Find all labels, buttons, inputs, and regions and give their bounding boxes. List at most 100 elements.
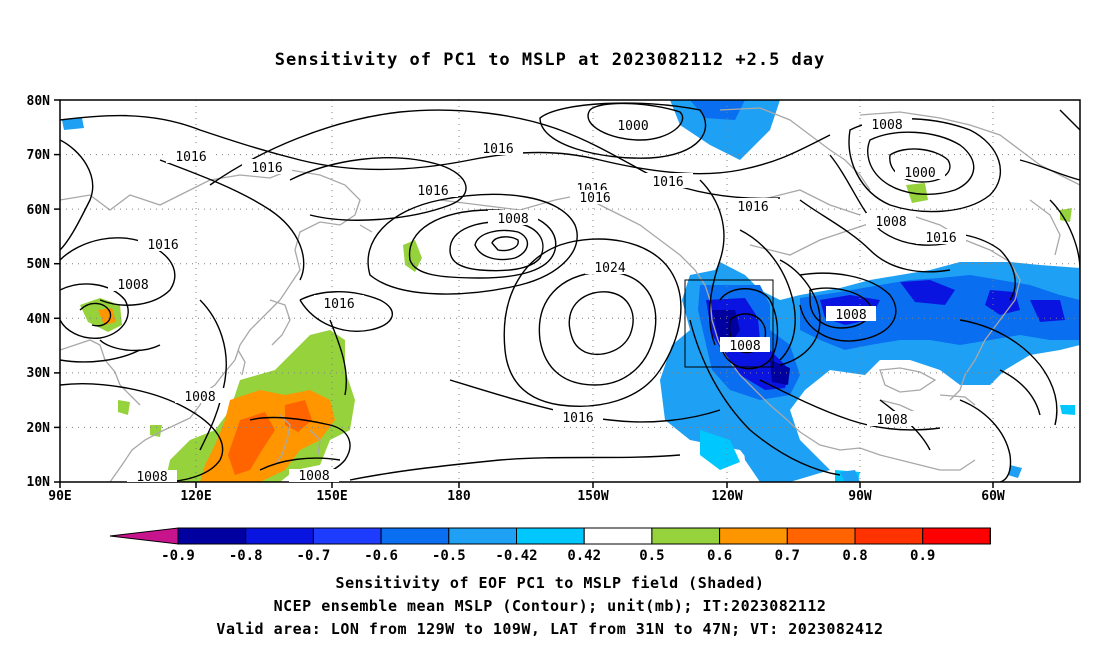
contour-label: 1016: [553, 409, 603, 426]
valid-area-box: [684, 279, 774, 368]
contour-label: 1008: [826, 306, 876, 323]
svg-text:1008: 1008: [835, 308, 866, 323]
colorbar-swatch: [583, 527, 653, 545]
colorbar-label: -0.5: [432, 548, 466, 564]
colorbar-swatch: [245, 527, 314, 545]
colorbar-label: -0.6: [364, 548, 398, 564]
colorbar-swatch: [854, 527, 924, 545]
lon-label-180: 180: [447, 489, 471, 504]
lon-label-150w: 150W: [577, 489, 608, 504]
colorbar: -0.9 -0.8 -0.7 -0.6 -0.5 -0.42 0.42 0.5 0.6 0.7 0.…: [109, 527, 991, 564]
svg-text:1016: 1016: [147, 238, 178, 253]
colorbar-label: 0.8: [842, 548, 867, 564]
contour-label: 1008: [866, 213, 916, 230]
contour-label: 1008: [136, 470, 167, 485]
svg-text:1016: 1016: [579, 191, 610, 206]
colorbar-swatch: [448, 527, 517, 545]
lat-labels: 80N 70N 60N 50N 40N 30N 20N 10N: [27, 94, 51, 490]
svg-text:1000: 1000: [904, 166, 935, 181]
colorbar-label: -0.8: [229, 548, 263, 564]
colorbar-label: -0.9: [161, 548, 195, 564]
axis-ticks: [54, 99, 994, 488]
colorbar-label: 0.42: [567, 548, 601, 564]
lat-label-20n: 20N: [27, 421, 51, 436]
lat-label-30n: 30N: [27, 366, 51, 381]
lon-label-60w: 60W: [981, 489, 1005, 504]
lat-label-10n: 10N: [27, 475, 51, 490]
svg-text:1016: 1016: [323, 297, 354, 312]
svg-text:1008: 1008: [117, 278, 148, 293]
contour-label: 1008: [720, 337, 770, 354]
contour-label: 1008: [108, 276, 158, 293]
lon-labels: 90E 120E 150E 180 150W 120W 90W 60W: [48, 489, 1005, 504]
contour-label: 1016: [138, 236, 188, 253]
contour-label: 1016: [570, 190, 620, 206]
lat-label-40n: 40N: [27, 312, 51, 327]
lon-label-90e: 90E: [48, 489, 71, 504]
contour-label: 1024: [585, 259, 635, 276]
svg-text:1016: 1016: [251, 161, 282, 176]
map-frame: [59, 99, 1081, 483]
contour-label: 1000: [895, 164, 945, 181]
contour-label: 1016: [473, 140, 523, 157]
colorbar-swatch: [380, 527, 450, 545]
colorbar-swatch: [312, 527, 382, 545]
colorbar-label: -0.7: [297, 548, 331, 564]
svg-text:1008: 1008: [876, 413, 907, 428]
contour-label: 1016: [166, 148, 216, 165]
colorbar-swatch: [719, 527, 788, 545]
svg-text:1008: 1008: [871, 118, 902, 133]
contour-label: 1016: [314, 295, 364, 312]
colorbar-label: -0.42: [495, 548, 537, 564]
caption-line-1: Sensitivity of EOF PC1 to MSLP field (Sh…: [335, 574, 765, 592]
lat-label-80n: 80N: [27, 94, 51, 109]
lon-label-150e: 150E: [316, 489, 347, 504]
contour-label: 1008: [289, 469, 339, 484]
svg-text:1008: 1008: [729, 339, 760, 354]
svg-text:1016: 1016: [482, 142, 513, 157]
svg-text:1016: 1016: [652, 175, 683, 190]
colorbar-label: 0.7: [775, 548, 800, 564]
lat-label-70n: 70N: [27, 148, 51, 163]
lat-label-60n: 60N: [27, 203, 51, 218]
colorbar-label: 0.9: [910, 548, 935, 564]
contour-label: 1016: [242, 159, 292, 176]
contour-label: 1008: [867, 411, 917, 428]
colorbar-swatch: [516, 527, 585, 545]
contour-label: 1016: [643, 173, 693, 190]
svg-text:1016: 1016: [925, 231, 956, 246]
svg-text:1016: 1016: [175, 150, 206, 165]
svg-text:1008: 1008: [184, 390, 215, 405]
lon-label-120e: 120E: [180, 489, 211, 504]
colorbar-swatch: [651, 527, 721, 545]
contour-label-edge: 1008: [127, 470, 177, 485]
lon-label-90w: 90W: [848, 489, 872, 504]
contour-label: 1016: [916, 229, 966, 246]
svg-text:1016: 1016: [737, 200, 768, 215]
colorbar-label: 0.6: [707, 548, 732, 564]
map-title: Sensitivity of PC1 to MSLP at 2023082112…: [274, 50, 826, 70]
svg-text:1008: 1008: [298, 469, 329, 484]
svg-text:1000: 1000: [617, 119, 648, 134]
shaded-positive-regions: [80, 183, 1072, 482]
caption-line-3: Valid area: LON from 129W to 109W, LAT f…: [216, 620, 884, 638]
colorbar-swatch: [922, 527, 991, 545]
lon-label-120w: 120W: [711, 489, 742, 504]
mslp-contours: [60, 102, 1080, 482]
colorbar-swatch: [177, 527, 247, 545]
contour-label: 1008: [175, 388, 225, 405]
svg-text:1008: 1008: [875, 215, 906, 230]
svg-text:1008: 1008: [497, 212, 528, 227]
colorbar-swatch: [786, 527, 856, 545]
svg-text:1016: 1016: [417, 184, 448, 199]
contour-label: 1008: [862, 116, 912, 133]
contour-label: 1016: [408, 182, 458, 199]
contour-label: 1008: [488, 210, 538, 227]
colorbar-label: 0.5: [639, 548, 664, 564]
contour-labels: 1000 1016 1008 1016 1016 1016 1000 1016 …: [108, 116, 966, 484]
svg-text:1024: 1024: [594, 261, 625, 276]
contour-label: 1000: [608, 117, 658, 134]
contour-label: 1016: [728, 198, 778, 215]
colorbar-end-low: [109, 527, 179, 545]
